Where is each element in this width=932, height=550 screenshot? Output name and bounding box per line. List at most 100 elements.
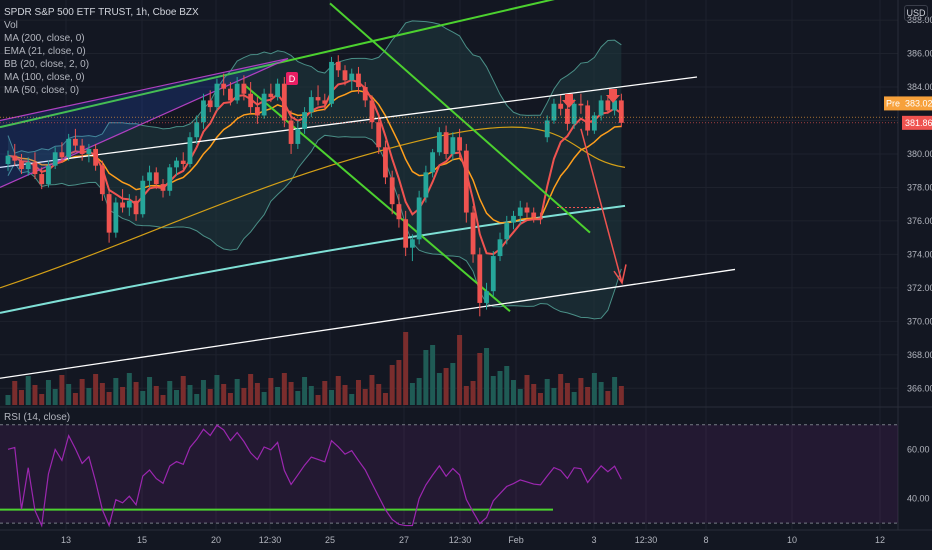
volume-bar [329,390,335,405]
candle-body [308,97,314,113]
rsi-pane: 40.00 60.00 [0,406,932,528]
candle-body [174,160,179,168]
candle-body [248,93,254,108]
volume-bar [72,393,78,405]
time-tick-label: 12:30 [635,535,658,545]
candle-body [362,87,368,101]
volume-bar [463,386,469,405]
volume-bar [5,395,11,405]
candle-body [281,83,287,121]
time-tick-label: 12:30 [259,535,282,545]
volume-bar [120,387,126,405]
volume-bar [409,383,415,405]
volume-bar [281,373,287,405]
price-tick-label: 366.00 [907,383,932,393]
indicator-bb[interactable]: BB (20, close, 2, 0) [4,59,90,70]
dividend-letter: D [289,74,296,84]
indicator-ma100[interactable]: MA (100, close, 0) [4,72,85,83]
volume-bar [436,373,442,405]
candle-body [241,83,247,94]
candle-body [288,120,294,144]
candle-body [79,145,85,154]
rsi-band [0,424,898,524]
candle-body [618,100,624,123]
time-tick-label: 27 [399,535,409,545]
candle-body [463,150,469,213]
rsi-tick-60: 60.00 [907,444,930,454]
volume-bar [86,388,92,405]
volume-bar [25,376,31,405]
indicator-ma50[interactable]: MA (50, close, 0) [4,85,80,96]
time-tick-label: Feb [508,535,524,545]
candle-body [160,184,166,191]
candle-body [531,212,537,218]
indicator-ma200[interactable]: MA (200, close, 0) [4,33,85,44]
rsi-label[interactable]: RSI (14, close) [4,412,71,423]
bollinger-upper [7,20,622,154]
volume-bar [32,385,38,405]
candle-body [194,122,200,138]
volume-bar [140,391,146,405]
time-tick-label: 3 [591,535,596,545]
currency-button[interactable]: USD [904,5,928,21]
volume-bar [618,386,624,405]
trendline-white-lower [0,268,736,379]
candle-body [416,197,422,240]
volume-bar [93,374,99,405]
volume-bar [52,389,58,405]
symbol-title[interactable]: SPDR S&P 500 ETF TRUST, 1h, Cboe BZX [4,7,199,18]
candle-body [147,172,152,181]
candle-body [99,165,105,195]
candle-body [538,217,543,220]
volume-bar [200,380,206,405]
price-tick-label: 374.00 [907,249,932,259]
candle-body [106,194,112,233]
price-axis[interactable]: 366.00 368.00 370.00 372.00 374.00 376.00 378.… [884,0,932,530]
ma100-line [0,126,626,289]
indicator-ema21[interactable]: EMA (21, close, 0) [4,46,86,57]
dividend-marker [286,72,298,85]
candle-body [410,239,415,248]
volume-bar [564,383,570,405]
volume-bar [39,394,45,405]
volume-bar [268,378,274,405]
candle-body [261,93,267,116]
candle-body [349,73,355,81]
candle-body [477,254,483,303]
candle-body [443,132,449,154]
candle-body [315,97,321,101]
volume-bar [335,376,341,405]
volume-bar [477,353,483,405]
candle-body [598,100,604,116]
candle-body [558,103,564,109]
volume-bar [396,360,402,405]
volume-bar [254,383,260,405]
volume-bar [585,387,591,405]
volume-bar [194,394,200,405]
candle-body [612,100,617,111]
price-tag [902,115,932,130]
candle-body [302,112,307,129]
candle-body [342,70,348,81]
volume-bar [369,375,375,405]
price-tag [902,96,932,111]
volume-bar [450,363,456,405]
candle-body [5,155,11,165]
ema21-line [7,78,622,256]
time-tick-label: 25 [325,535,335,545]
candle-body [490,256,496,292]
volume-bar [571,392,577,405]
candle-body [585,105,591,131]
candle-body [369,100,375,123]
candle-body [551,103,557,121]
candle-body [571,103,577,124]
volume-bar [99,383,105,405]
rsi-tick-40: 40.00 [907,494,930,504]
candle-body [423,172,429,198]
indicator-vol[interactable]: Vol [4,20,18,31]
time-axis[interactable]: 13 15 20 12:30 25 27 12:30 Feb 3 12:30 8 10 12 [0,529,932,545]
volume-bar [470,381,476,405]
volume-bar [342,385,348,405]
candle-body [436,132,442,153]
